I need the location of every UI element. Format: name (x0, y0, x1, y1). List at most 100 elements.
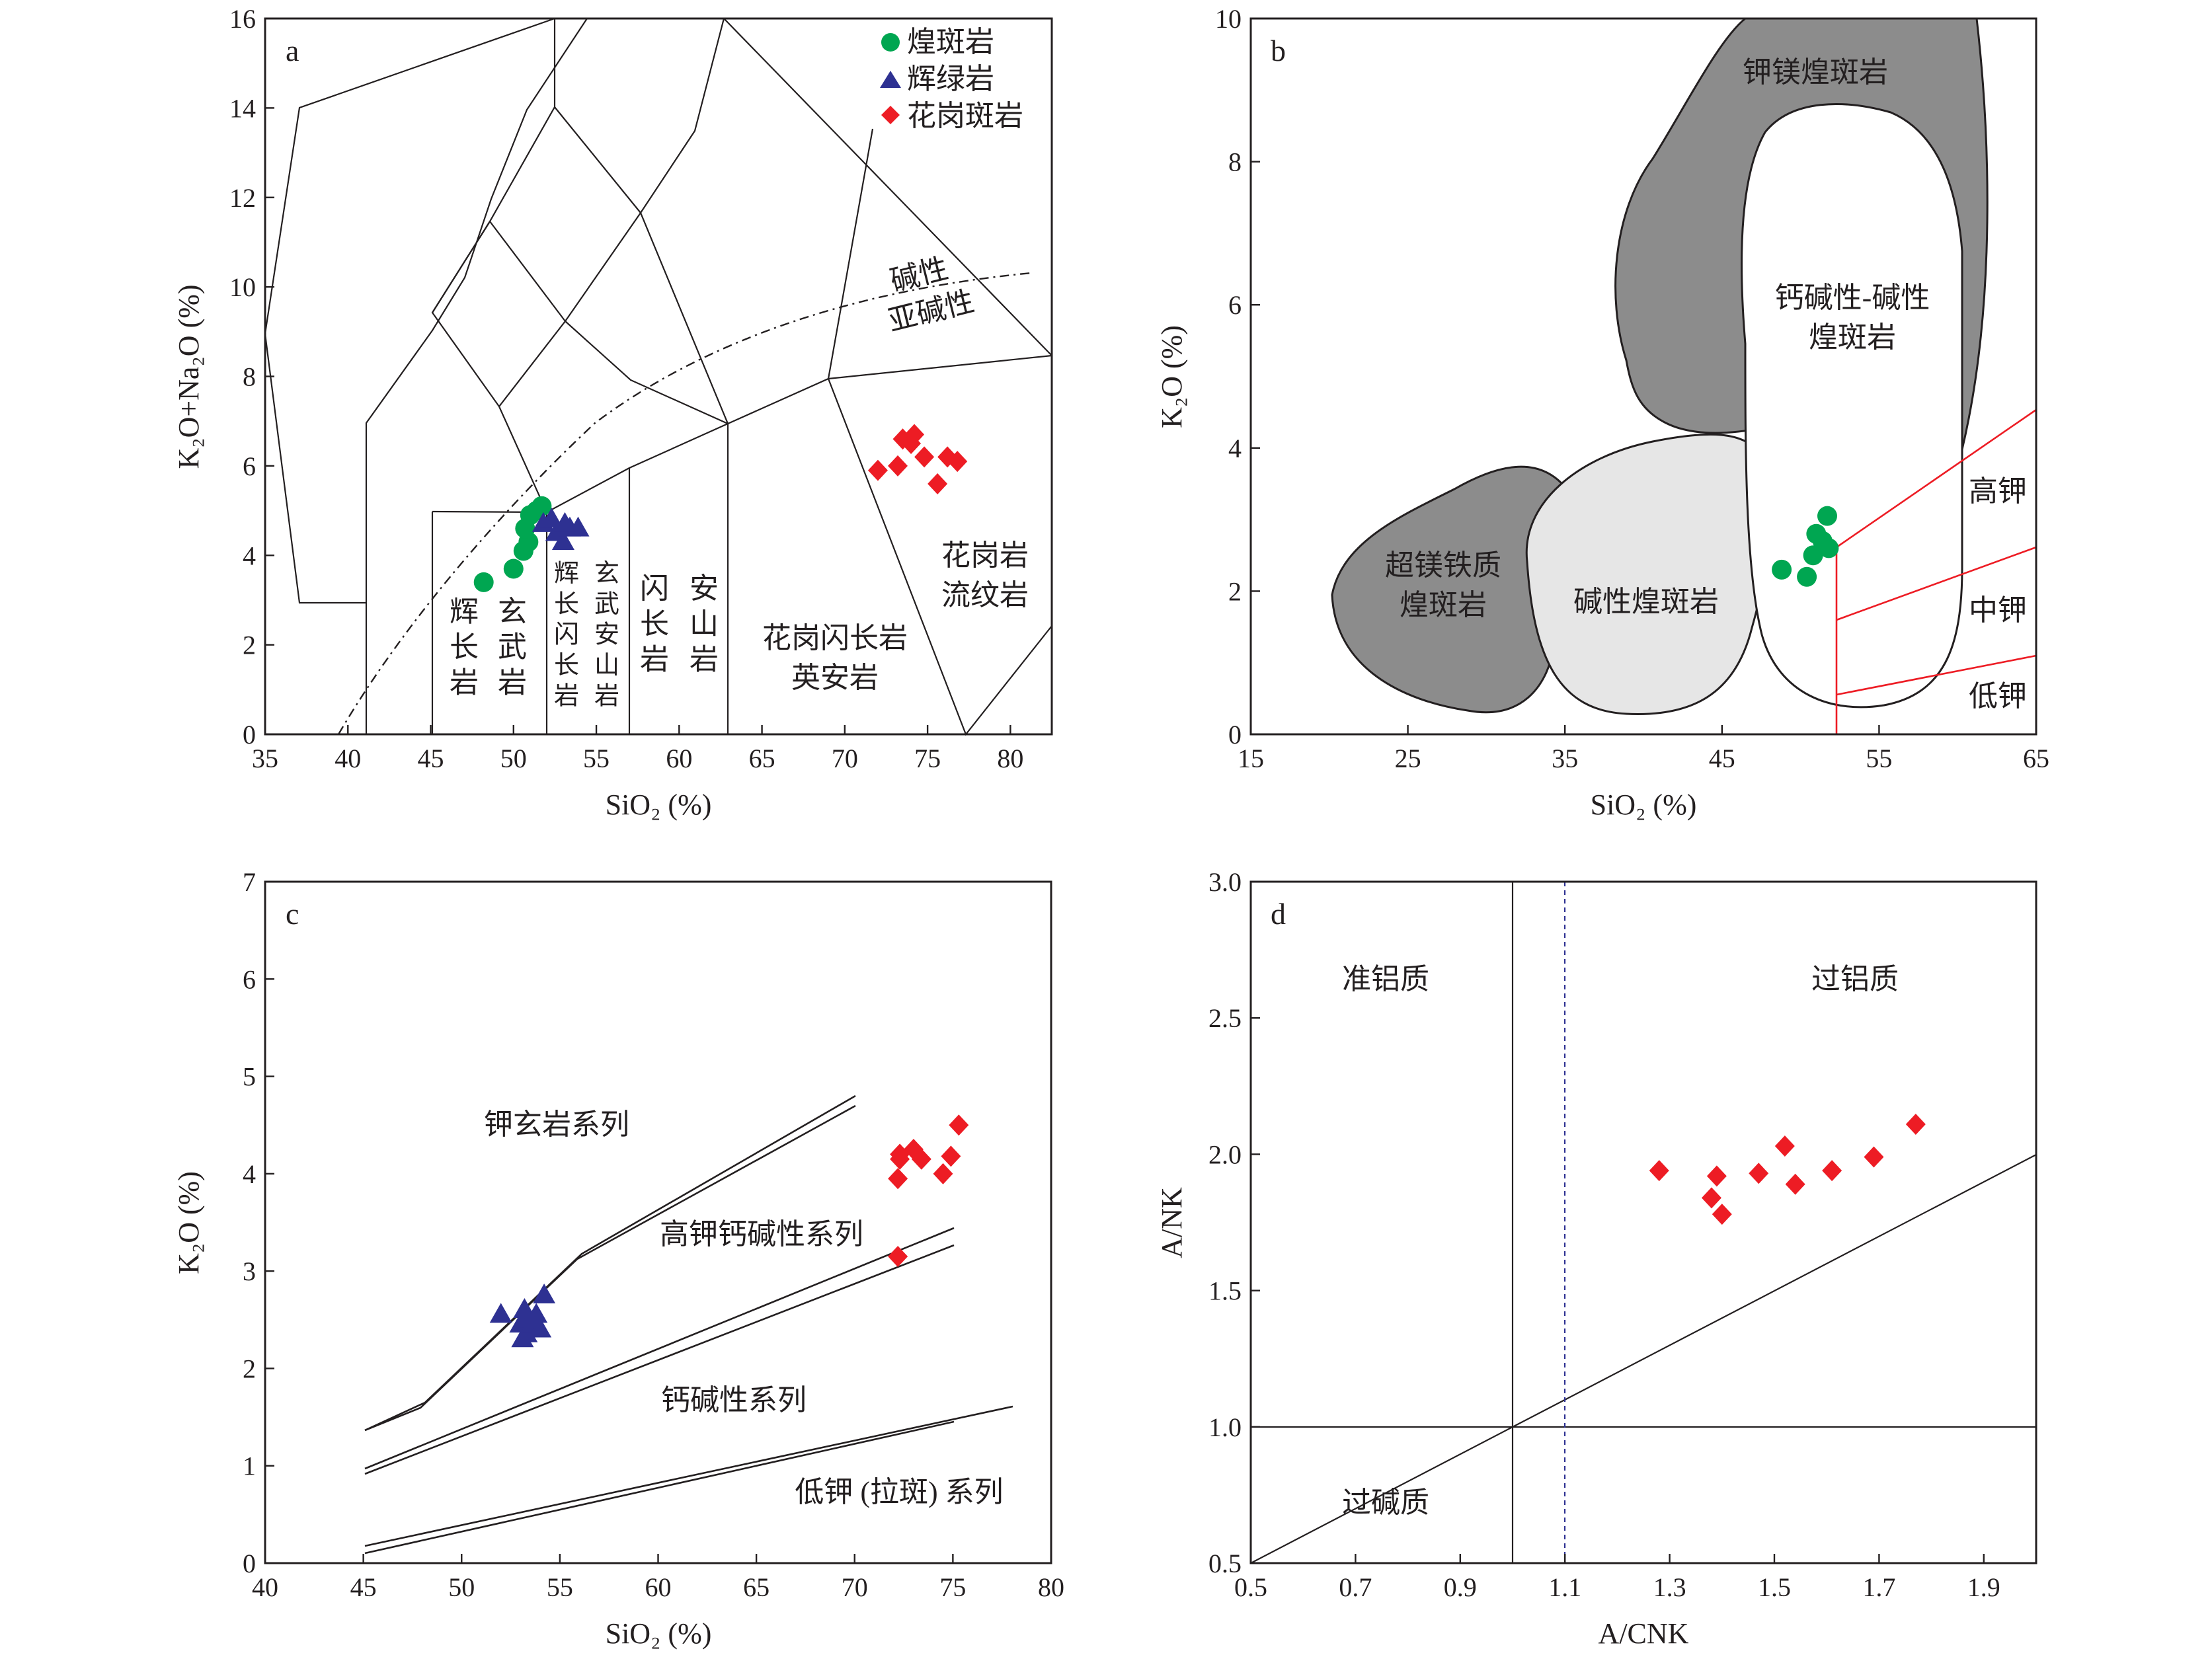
zone-high-k: 高钾 (1969, 475, 2027, 508)
data-point-triangle (489, 1303, 512, 1323)
x-tick-label: 75 (939, 1572, 966, 1602)
tas-boundary (264, 333, 366, 604)
zone-dacite: 英安岩 (791, 662, 879, 694)
x-tick-label: 70 (832, 744, 858, 773)
boundary-highk-calc (364, 1227, 955, 1470)
zone-diorite: 闪长岩 (640, 572, 669, 675)
panel-b-plot-frame (1249, 17, 2037, 736)
y-tick-label: 4 (243, 1159, 256, 1189)
panel-d-boundaries (1250, 882, 2037, 1564)
field-calc-alkaline-lamprophyre (1740, 103, 1963, 709)
k-series-high-medium (1836, 408, 2037, 549)
zone-alkaline: 碱性 (887, 252, 951, 298)
panel-b-y-axis-label: K₂O (%) (1156, 325, 1188, 428)
boundary-shoshonite-highk (364, 1104, 856, 1432)
data-point-diamond (911, 1148, 931, 1170)
panel-a-legend: 煌斑岩 辉绿岩 花岗斑岩 (880, 26, 1023, 132)
tas-boundary (432, 221, 491, 313)
data-point-circle (1817, 506, 1837, 526)
tas-boundary (827, 128, 874, 379)
data-point-diamond (947, 451, 968, 473)
data-point-diamond (1822, 1160, 1842, 1182)
data-point-diamond (933, 1163, 953, 1184)
x-tick-label: 15 (1238, 744, 1264, 773)
zone-shoshonite-series: 钾玄岩系列 (484, 1108, 629, 1141)
y-tick-label: 2 (243, 631, 256, 660)
y-tick-label: 1.5 (1208, 1276, 1242, 1306)
zone-highk-calc-series: 高钾钙碱性系列 (660, 1218, 863, 1251)
data-point-circle (1819, 538, 1839, 558)
panel-d-zone-labels: 准铝质 过铝质 过碱质 (1342, 963, 1899, 1519)
panel-c-zone-labels: 钾玄岩系列 高钾钙碱性系列 钙碱性系列 低钾 (拉斑) 系列 (484, 1108, 1004, 1508)
y-tick-label: 14 (229, 93, 256, 123)
x-tick-label: 55 (1866, 744, 1892, 773)
y-tick-label: 12 (229, 183, 256, 213)
y-tick-label: 1 (243, 1451, 256, 1481)
panel-a-zone-labels: 辉长岩 玄武岩 辉长闪长岩 玄武安山岩 闪长岩 安山岩 花岗闪长岩 英安岩 花岗… (450, 252, 1029, 711)
zone-granite: 花岗岩 (941, 539, 1029, 572)
legend-marker-diabase (880, 71, 901, 88)
zone-metaluminous: 准铝质 (1342, 963, 1429, 995)
x-tick-label: 80 (997, 744, 1023, 773)
panel-c-x-axis-label: SiO₂ (%) (606, 1617, 712, 1650)
x-tick-label: 60 (666, 744, 692, 773)
y-tick-label: 4 (1228, 434, 1242, 463)
k-series-medium-low (1836, 654, 2037, 696)
y-tick-label: 0 (243, 720, 256, 750)
panel-a-tas-diagram: 35 40 45 50 55 60 65 70 75 80 0 2 4 6 8 10 12 14 16 SiO₂ … (173, 4, 1053, 821)
boundary-calc-lowk (364, 1420, 955, 1555)
panel-a-x-ticks: 35 40 45 50 55 60 65 70 75 80 (252, 725, 1023, 773)
data-point-triangle (551, 529, 574, 550)
data-point-diamond (867, 459, 888, 481)
x-tick-label: 65 (749, 744, 775, 773)
panel-b-fields (1331, 17, 2037, 734)
field-alkaline-lamprophyre (1525, 433, 1771, 715)
panel-b-x-ticks: 15 25 35 45 55 65 (1238, 725, 2049, 773)
legend-label-granite-porphyry: 花岗斑岩 (907, 100, 1023, 132)
panel-d-x-ticks: 0.5 0.7 0.9 1.1 1.3 1.5 1.7 1.9 (1234, 1554, 2000, 1602)
panel-d-acnk-ank-diagram: 0.5 0.7 0.9 1.1 1.3 1.5 1.7 1.9 0.5 1.0 1.5 2.0 2.5… (1156, 867, 2037, 1650)
legend-marker-granite-porphyry (881, 106, 900, 124)
x-tick-label: 35 (1552, 744, 1578, 773)
zone-andesite: 安山岩 (690, 572, 719, 675)
data-point-triangle (513, 1298, 536, 1319)
data-point-diamond (888, 1246, 908, 1268)
zone-lamproite: 钾镁煌斑岩 (1743, 56, 1888, 89)
data-point-circle (532, 496, 552, 516)
tas-boundary (431, 106, 729, 513)
x-tick-label: 1.9 (1967, 1572, 2000, 1602)
y-tick-label: 10 (229, 272, 256, 302)
zone-low-k: 低钾 (1969, 680, 2027, 712)
data-point-circle (1803, 545, 1823, 566)
boundary-calc-lowk (364, 1405, 1013, 1547)
tas-boundary (565, 321, 729, 425)
x-tick-label: 45 (418, 744, 444, 773)
legend-marker-lamprophyre (881, 33, 900, 52)
data-point-diamond (949, 1114, 969, 1136)
y-tick-label: 0.5 (1208, 1549, 1242, 1578)
panel-a-y-axis-label: K₂O+Na₂O (%) (173, 284, 205, 469)
panel-b-y-ticks: 0 2 4 6 8 10 (1215, 4, 1260, 750)
y-tick-label: 1.0 (1208, 1412, 1242, 1442)
panel-d-plot-frame (1249, 880, 2037, 1564)
zone-calc-alkaline-1: 钙碱性-碱性 (1775, 282, 1930, 314)
y-tick-label: 0 (1228, 720, 1242, 750)
panel-b-x-axis-label: SiO₂ (%) (1591, 789, 1697, 821)
y-tick-label: 8 (1228, 147, 1242, 177)
x-tick-label: 70 (842, 1572, 868, 1602)
zone-peralkaline: 过碱质 (1342, 1486, 1429, 1519)
y-tick-label: 7 (243, 867, 256, 897)
x-tick-label: 25 (1395, 744, 1421, 773)
x-tick-label: 40 (252, 1572, 278, 1602)
panel-c-series-boundaries (364, 1095, 1013, 1555)
x-tick-label: 1.7 (1862, 1572, 1895, 1602)
panel-c-label: c (286, 897, 299, 931)
panel-a-x-axis-label: SiO₂ (%) (606, 789, 712, 821)
data-point-diamond (928, 473, 948, 494)
zone-ultramafic-2: 煌斑岩 (1400, 589, 1487, 621)
x-tick-label: 0.9 (1444, 1572, 1477, 1602)
x-tick-label: 55 (583, 744, 610, 773)
panel-b-data-points (1772, 506, 1839, 587)
data-point-diamond (1701, 1187, 1721, 1209)
